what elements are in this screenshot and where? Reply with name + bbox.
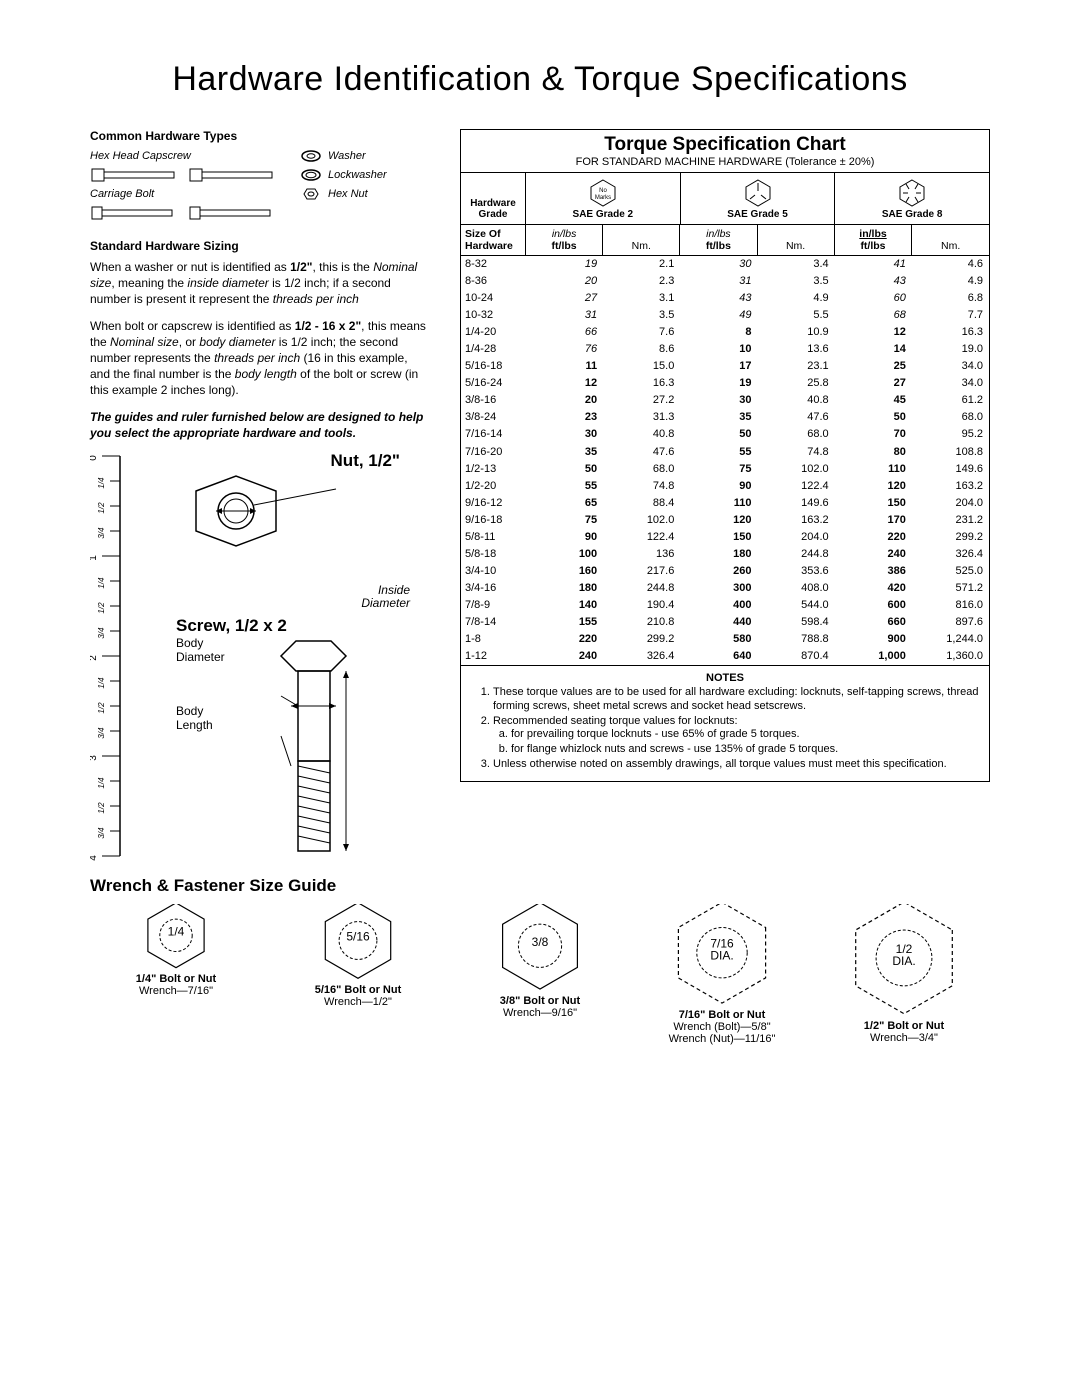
- svg-text:1/2: 1/2: [97, 502, 106, 514]
- nut-title: Nut, 1/2": [136, 451, 430, 471]
- lockwasher-icon: [300, 168, 322, 182]
- svg-text:No: No: [599, 188, 607, 194]
- svg-text:1/4: 1/4: [97, 777, 106, 789]
- wrench-title: Wrench & Fastener Size Guide: [90, 876, 990, 896]
- chart-notes: NOTES These torque values are to be used…: [461, 665, 989, 781]
- table-row: 3/8-162027.23040.84561.2: [461, 392, 989, 409]
- sizing-p1: When a washer or nut is identified as 1/…: [90, 259, 430, 308]
- svg-text:3/4: 3/4: [97, 827, 106, 839]
- carriage-icon: [90, 203, 280, 223]
- table-row: 10-32313.5495.5687.7: [461, 307, 989, 324]
- table-row: 7/16-143040.85068.07095.2: [461, 426, 989, 443]
- table-row: 8-32192.1303.4414.6: [461, 256, 989, 273]
- table-row: 5/8-18100136180244.8240326.4: [461, 546, 989, 563]
- svg-text:1/2: 1/2: [97, 602, 106, 614]
- chart-title: Torque Specification Chart: [461, 130, 989, 156]
- table-row: 3/4-16180244.8300408.0420571.2: [461, 580, 989, 597]
- svg-text:1/4: 1/4: [168, 925, 185, 939]
- washer-icon: [300, 149, 322, 163]
- wrench-row: 1/41/4" Bolt or NutWrench—7/16"5/165/16"…: [90, 904, 990, 1045]
- table-row: 8-36202.3313.5434.9: [461, 273, 989, 290]
- sizing-p2: When bolt or capscrew is identified as 1…: [90, 318, 430, 399]
- svg-text:1/4: 1/4: [97, 477, 106, 489]
- hexnut-icon: [300, 187, 322, 201]
- table-row: 3/8-242331.33547.65068.0: [461, 409, 989, 426]
- table-row: 1-12240326.4640870.41,0001,360.0: [461, 648, 989, 665]
- wrench-item: 7/16DIA.7/16" Bolt or NutWrench (Bolt)—5…: [636, 904, 808, 1045]
- svg-text:5/16: 5/16: [346, 930, 370, 944]
- svg-text:2: 2: [90, 655, 99, 661]
- table-row: 5/16-181115.01723.12534.0: [461, 358, 989, 375]
- table-row: 3/4-10160217.6260353.6386525.0: [461, 563, 989, 580]
- chart-subtitle: FOR STANDARD MACHINE HARDWARE (Tolerance…: [461, 156, 989, 173]
- svg-text:1/4: 1/4: [97, 577, 106, 589]
- grade2-hex-icon: NoMarks: [586, 177, 620, 207]
- table-row: 5/8-1190122.4150204.0220299.2: [461, 529, 989, 546]
- table-row: 1/2-205574.890122.4120163.2: [461, 478, 989, 495]
- page-title: Hardware Identification & Torque Specifi…: [90, 60, 990, 99]
- lockwasher-label: Lockwasher: [328, 169, 387, 181]
- svg-text:DIA.: DIA.: [710, 949, 733, 963]
- carriage-label: Carriage Bolt: [90, 188, 154, 200]
- table-row: 7/8-9140190.4400544.0600816.0: [461, 597, 989, 614]
- nut-diagram-icon: [136, 471, 416, 581]
- screw-diagram-icon: [236, 636, 416, 866]
- wrench-item: 3/83/8" Bolt or NutWrench—9/16": [454, 904, 626, 1045]
- svg-text:1: 1: [90, 555, 99, 561]
- torque-data-body: 8-32192.1303.4414.68-36202.3313.5434.910…: [461, 256, 989, 665]
- svg-text:3/4: 3/4: [97, 527, 106, 539]
- note-1: These torque values are to be used for a…: [493, 686, 979, 714]
- table-row: 10-24273.1434.9606.8: [461, 290, 989, 307]
- sizing-heading: Standard Hardware Sizing: [90, 239, 430, 253]
- body-dia-label: BodyDiameter: [136, 636, 236, 664]
- svg-text:4: 4: [90, 855, 99, 861]
- svg-text:DIA.: DIA.: [892, 954, 915, 968]
- hw-types-heading: Common Hardware Types: [90, 129, 430, 143]
- wrench-item: 5/165/16" Bolt or NutWrench—1/2": [272, 904, 444, 1045]
- svg-text:3/4: 3/4: [97, 727, 106, 739]
- note-2a: for prevailing torque locknuts - use 65%…: [511, 728, 979, 742]
- svg-text:1/2: 1/2: [97, 802, 106, 814]
- ruler-icon: 0 1/4 1/2 3/4 1 1/4 1/2 3/4 2 1/4 1/2 3/4 3 1/4 1/2 3/4…: [90, 451, 128, 861]
- table-row: 9/16-126588.4110149.6150204.0: [461, 495, 989, 512]
- table-row: 1/4-28768.61013.61419.0: [461, 341, 989, 358]
- table-row: 7/8-14155210.8440598.4660897.6: [461, 614, 989, 631]
- svg-text:3: 3: [90, 755, 99, 761]
- svg-text:0: 0: [90, 455, 99, 461]
- wrench-item: 1/41/4" Bolt or NutWrench—7/16": [90, 904, 262, 1045]
- svg-text:1/2: 1/2: [97, 702, 106, 714]
- hexnut-label: Hex Nut: [328, 188, 368, 200]
- hexcap-icon: [90, 165, 280, 185]
- grade5-hex-icon: [741, 177, 775, 207]
- size-hdr: Size OfHardware: [461, 225, 526, 255]
- washer-label: Washer: [328, 150, 366, 162]
- table-row: 9/16-1875102.0120163.2170231.2: [461, 512, 989, 529]
- svg-text:3/4: 3/4: [97, 627, 106, 639]
- screw-title: Screw, 1/2 x 2: [136, 616, 430, 636]
- hexcap-label: Hex Head Capscrew: [90, 150, 191, 162]
- note-2: Recommended seating torque values for lo…: [493, 715, 979, 757]
- inside-dia-label: InsideDiameter: [136, 584, 430, 610]
- guide-note: The guides and ruler furnished below are…: [90, 409, 430, 441]
- table-row: 1/4-20667.6810.91216.3: [461, 324, 989, 341]
- svg-text:1/4: 1/4: [97, 677, 106, 689]
- note-3: Unless otherwise noted on assembly drawi…: [493, 758, 979, 772]
- note-2b: for flange whizlock nuts and screws - us…: [511, 743, 979, 757]
- table-row: 1/2-135068.075102.0110149.6: [461, 461, 989, 478]
- body-len-label: BodyLength: [136, 704, 236, 732]
- table-row: 7/16-203547.65574.880108.8: [461, 444, 989, 461]
- wrench-item: 1/2DIA.1/2" Bolt or NutWrench—3/4": [818, 904, 990, 1045]
- grade8-hex-icon: [895, 177, 929, 207]
- torque-chart: Torque Specification Chart FOR STANDARD …: [460, 129, 990, 782]
- svg-text:3/8: 3/8: [532, 935, 549, 949]
- grade-hdr-hw: HardwareGrade: [461, 173, 526, 224]
- table-row: 1-8220299.2580788.89001,244.0: [461, 631, 989, 648]
- table-row: 5/16-241216.31925.82734.0: [461, 375, 989, 392]
- svg-text:Marks: Marks: [595, 195, 611, 201]
